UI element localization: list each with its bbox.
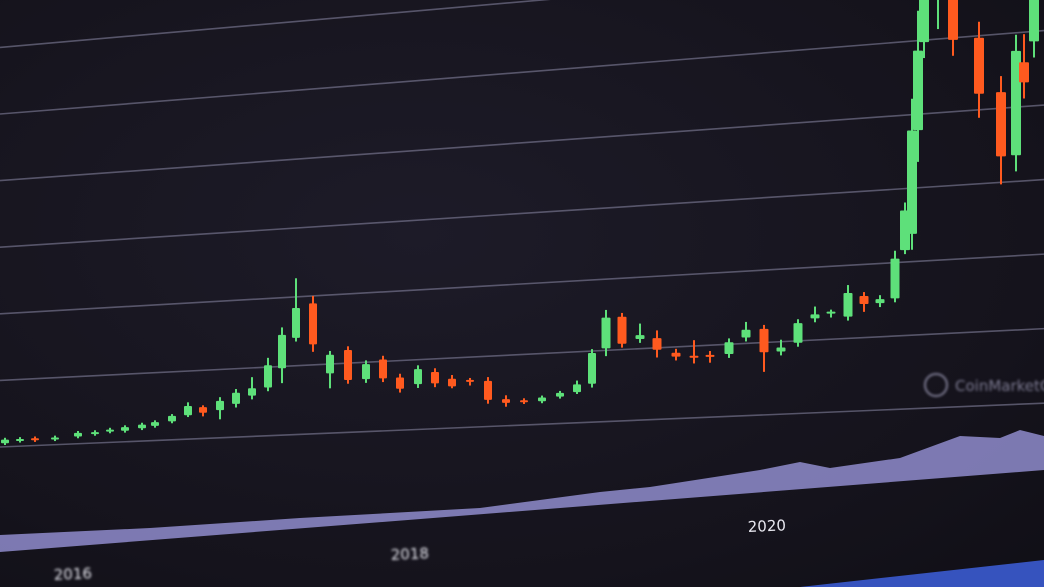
watermark-logo-icon (924, 373, 948, 397)
candle-down (309, 303, 317, 345)
candle-down (948, 0, 958, 40)
candle-up (573, 384, 581, 393)
candle-up (74, 432, 82, 437)
gridline (0, 29, 1044, 115)
candle-down (705, 354, 715, 357)
bottom-panel (800, 560, 1044, 587)
candle-up (1, 439, 9, 444)
candle-up (793, 323, 803, 343)
candle-up (919, 0, 929, 43)
candle-down (466, 379, 474, 382)
candle-down (379, 359, 387, 379)
candle-up (248, 388, 256, 396)
candle-down (689, 355, 699, 358)
candle-down (671, 352, 681, 357)
candle-up (414, 369, 422, 385)
gridlines (0, 0, 1044, 448)
volume-area (0, 430, 1044, 587)
x-tick-label: 2020 (747, 516, 786, 536)
gridline (0, 402, 1044, 448)
candle-up (326, 354, 334, 374)
candle-down (502, 399, 510, 403)
candle-down (759, 328, 769, 353)
candle-down (199, 407, 207, 413)
candle-up (278, 334, 286, 369)
candle-up (91, 432, 99, 435)
candle-down (859, 296, 869, 304)
candle-down (617, 316, 627, 344)
gridline (0, 0, 551, 49)
candle-up (556, 392, 564, 397)
candle-up (913, 50, 923, 131)
candle-down (431, 372, 439, 384)
candle-up (890, 258, 900, 299)
candle-down (344, 350, 352, 380)
candle-up (741, 329, 751, 338)
candle-down (31, 438, 39, 441)
candle-up (601, 317, 611, 349)
candle-up (810, 314, 820, 319)
candle-up (138, 424, 146, 429)
candle-up (106, 429, 114, 432)
candle-down (974, 37, 984, 94)
candle-up (907, 130, 917, 234)
x-tick-label: 2016 (53, 564, 92, 584)
candle-up (232, 392, 240, 404)
candle-up (216, 400, 224, 411)
watermark: CoinMarketCap (924, 373, 1044, 397)
candle-up (16, 438, 24, 441)
candle-up (292, 308, 300, 338)
candle-up (362, 364, 370, 380)
candle-up (826, 311, 836, 314)
gridline (0, 178, 1044, 248)
candles (1, 0, 1039, 445)
candle-up (121, 427, 129, 431)
candle-up (1011, 50, 1021, 156)
gridline (0, 104, 1044, 182)
candle-up (588, 352, 596, 384)
gridline (0, 327, 1044, 382)
candle-up (168, 415, 176, 422)
candle-up (184, 406, 192, 416)
candle-down (1019, 62, 1029, 83)
candle-up (538, 397, 546, 402)
candle-down (484, 380, 492, 400)
candle-up (51, 437, 59, 440)
candle-up (1029, 0, 1039, 42)
volume-area-fill (0, 430, 1044, 552)
candle-down (448, 378, 456, 387)
candle-down (996, 92, 1006, 157)
candle-down (396, 377, 404, 389)
candle-up (875, 299, 885, 304)
x-tick-label: 2018 (390, 544, 429, 564)
candle-down (520, 400, 528, 403)
candle-up (776, 347, 786, 352)
candle-up (843, 292, 853, 317)
candle-up (264, 365, 272, 388)
gridline (0, 253, 1044, 315)
candle-up (151, 422, 159, 426)
candle-up (635, 335, 645, 340)
watermark-text: CoinMarketCap (955, 377, 1044, 395)
candle-up (724, 342, 734, 354)
candle-down (652, 338, 662, 350)
